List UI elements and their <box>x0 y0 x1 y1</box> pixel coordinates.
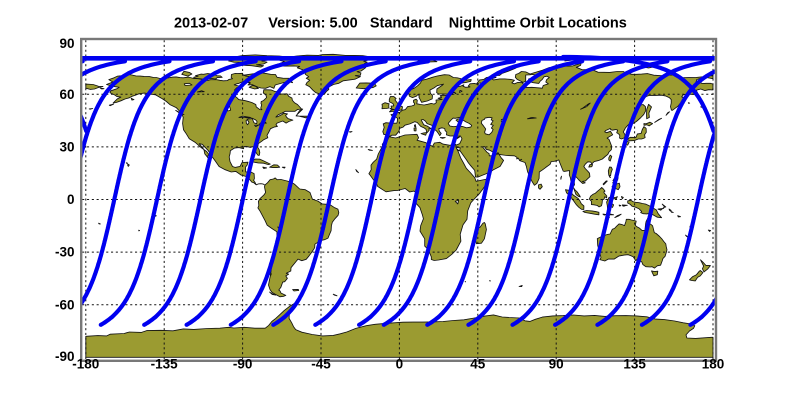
svg-text:90: 90 <box>549 356 564 371</box>
svg-text:0: 0 <box>67 192 75 207</box>
svg-text:-180: -180 <box>72 356 99 371</box>
svg-text:90: 90 <box>59 36 74 51</box>
svg-text:45: 45 <box>470 356 486 371</box>
svg-text:60: 60 <box>59 87 74 102</box>
svg-text:-90: -90 <box>55 349 75 364</box>
svg-text:0: 0 <box>396 356 404 371</box>
svg-text:2013-02-07 Version: 5.00: 2013-02-07 Version: 5.00 Standard Nightt… <box>174 15 627 31</box>
svg-text:-30: -30 <box>55 245 75 260</box>
svg-text:180: 180 <box>702 356 725 371</box>
svg-text:-135: -135 <box>151 356 179 371</box>
svg-text:-45: -45 <box>311 356 331 371</box>
svg-text:-60: -60 <box>55 297 75 312</box>
svg-text:-90: -90 <box>233 356 253 371</box>
svg-text:30: 30 <box>59 140 74 155</box>
svg-text:135: 135 <box>623 356 646 371</box>
